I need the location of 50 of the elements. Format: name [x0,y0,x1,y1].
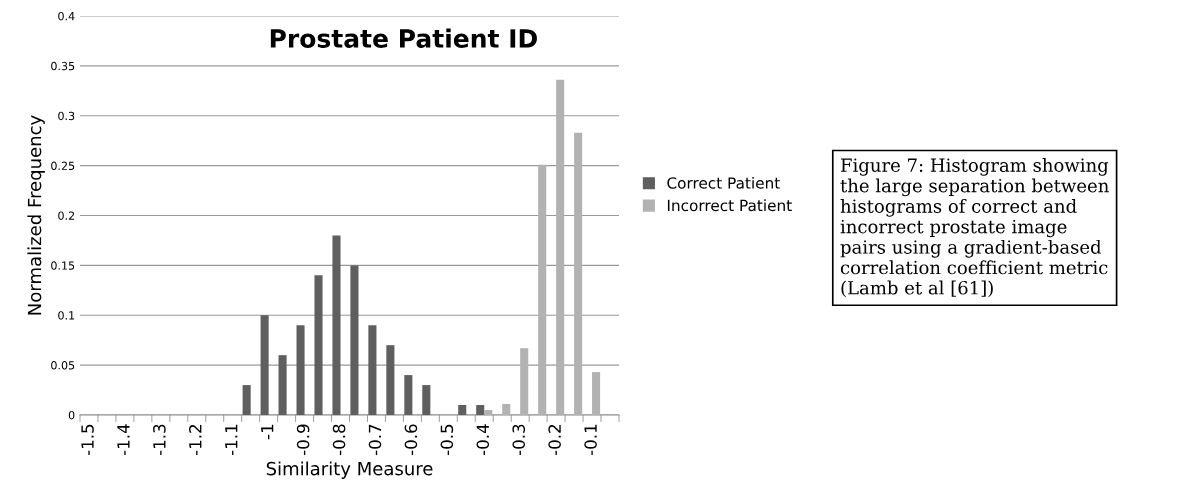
bar [592,372,601,415]
legend-label: Incorrect Patient [667,199,792,212]
bar [242,385,251,415]
y-tick-label: 0 [68,410,75,420]
x-axis-title: Similarity Measure [266,461,433,479]
y-tick-label: 0.1 [58,311,75,320]
bar [296,325,305,415]
y-tick-label: 0.25 [51,161,75,170]
x-tick-label: -1.5 [81,424,94,456]
caption: Figure 7: Histogram showing the large separation between histograms of correct and incorrect prostate image pairs using a gradient-based correlation coefficient metric (Lamb et al [61]) [840,158,1109,298]
x-tick-label: -1 [261,424,274,440]
bar [314,275,323,415]
bar [574,132,583,415]
bar [458,405,467,415]
y-tick-label: 0.3 [58,111,75,121]
x-tick-label: -0.7 [368,424,382,456]
x-tick-label: -0.9 [296,424,310,456]
y-tick-label: 0.2 [58,211,75,220]
x-tick-label: -0.6 [404,424,418,456]
bar [422,385,431,415]
bar [278,355,287,415]
bar [260,315,269,415]
bar [476,405,485,415]
bar [332,235,341,415]
bar [556,79,565,415]
y-tick-label: 0.05 [51,361,75,370]
x-tick-label: -0.5 [440,424,454,456]
bar [484,410,493,415]
y-tick-label: 0.15 [51,261,75,270]
y-tick-label: 0.4 [58,11,75,21]
x-tick-label: -0.2 [548,425,561,456]
x-tick-label: -1.2 [189,425,202,456]
y-tick-label: 0.35 [51,61,75,71]
bar [350,265,359,415]
x-tick-label: -0.8 [332,424,346,456]
x-tick-label: -1.3 [153,424,166,456]
y-axis-title: Normalized Frequency [27,115,45,315]
x-tick-label: -1.1 [225,424,238,456]
x-tick-label: -1.4 [117,424,130,456]
bar [368,325,377,415]
bar [520,348,529,415]
chart-title: Prostate Patient ID [270,28,537,48]
legend-label: Correct Patient [667,176,780,189]
bar [538,164,547,415]
bar [502,404,511,415]
x-tick-label: -0.1 [584,424,597,456]
bar [386,345,395,415]
x-tick-label: -0.4 [476,424,490,456]
x-tick-label: -0.3 [512,424,526,456]
bar [404,375,413,415]
